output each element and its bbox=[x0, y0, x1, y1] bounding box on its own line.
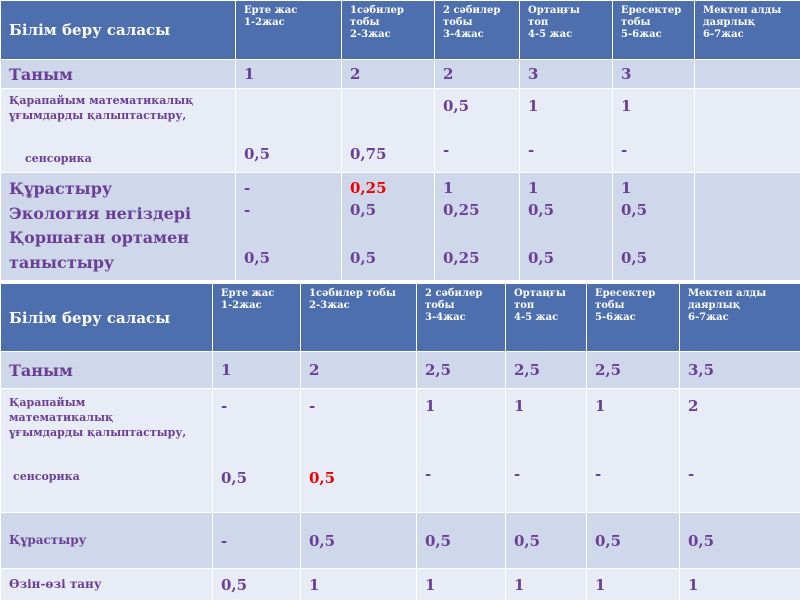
table-2-header-row: Білім беру саласы Ерте жас 1-2жас 1сәбил… bbox=[1, 284, 800, 352]
cell-value: 1 - bbox=[520, 89, 613, 173]
cell-value: 3,5 bbox=[680, 352, 800, 389]
header-age-1-2: Ерте жас 1-2жас bbox=[236, 1, 342, 60]
header-age-4-5: Ортаңғы топ 4-5 жас bbox=[506, 284, 587, 352]
table-1-row-multi: Құрастыру Экология негіздері Қоршаған ор… bbox=[1, 173, 800, 281]
header-subject-area: Білім беру саласы bbox=[1, 284, 213, 352]
row-label-tanym: Таным bbox=[1, 352, 213, 389]
header-age-6-7: Мектеп алды даярлық 6-7жас bbox=[680, 284, 800, 352]
math-sublabel: сенсорика bbox=[13, 469, 80, 484]
cell-value: 0,75 bbox=[342, 89, 435, 173]
cell-value: 2,5 bbox=[417, 352, 506, 389]
cell-value: 2 - bbox=[680, 389, 800, 513]
header-age-2-3: 1сәбилер тобы 2-3жас bbox=[301, 284, 417, 352]
row-label-multi: Құрастыру Экология негіздері Қоршаған ор… bbox=[1, 173, 236, 281]
cell-value: 0,25 0,5 0,5 bbox=[342, 173, 435, 281]
cell-value: 1 bbox=[213, 352, 301, 389]
table-1-row-tanym: Таным 1 2 2 3 3 bbox=[1, 60, 800, 89]
row-label-tanym: Таным bbox=[1, 60, 236, 89]
cell-empty bbox=[695, 89, 800, 173]
table-1-row-math: Қарапайым математикалық ұғымдарды қалыпт… bbox=[1, 89, 800, 173]
header-subject-area: Білім беру саласы bbox=[1, 1, 236, 60]
math-label: Қарапайым математикалық ұғымдарды қалыпт… bbox=[9, 93, 193, 123]
table-2-row-qurastyru: Құрастыру - 0,5 0,5 0,5 0,5 0,5 bbox=[1, 513, 800, 569]
cell-value: 1 bbox=[680, 569, 800, 601]
cell-value: - 0,5 bbox=[301, 389, 417, 513]
cell-value: 0,5 bbox=[301, 513, 417, 569]
cell-value: 0,5 bbox=[506, 513, 587, 569]
cell-value: 1 - bbox=[587, 389, 680, 513]
cell-value: 2 bbox=[301, 352, 417, 389]
cell-value: 1 bbox=[417, 569, 506, 601]
cell-value: 2,5 bbox=[587, 352, 680, 389]
table-2: Білім беру саласы Ерте жас 1-2жас 1сәбил… bbox=[0, 283, 800, 601]
cell-value: 0,5 bbox=[236, 89, 342, 173]
header-age-5-6: Ересектер тобы 5-6жас bbox=[587, 284, 680, 352]
header-age-5-6: Ересектер тобы 5-6жас bbox=[613, 1, 695, 60]
cell-value: 1 0,25 0,25 bbox=[435, 173, 520, 281]
cell-value bbox=[695, 60, 800, 89]
cell-value: 1 bbox=[506, 569, 587, 601]
cell-value: - - 0,5 bbox=[236, 173, 342, 281]
header-age-2-3: 1сәбилер тобы 2-3жас bbox=[342, 1, 435, 60]
header-age-3-4: 2 сәбилер тобы 3-4жас bbox=[417, 284, 506, 352]
table-2-row-ozin: Өзін-өзі тану 0,5 1 1 1 1 1 bbox=[1, 569, 800, 601]
table-1-header-row: Білім беру саласы Ерте жас 1-2жас 1сәбил… bbox=[1, 1, 800, 60]
header-age-4-5: Ортаңғы топ 4-5 жас bbox=[520, 1, 613, 60]
row-label-math: Қарапайым математикалық ұғымдарды қалыпт… bbox=[1, 89, 236, 173]
math-label: Қарапайым математикалық ұғымдарды қалыпт… bbox=[9, 395, 186, 440]
cell-value: 3 bbox=[520, 60, 613, 89]
table-2-row-math: Қарапайым математикалық ұғымдарды қалыпт… bbox=[1, 389, 800, 513]
cell-value: 0,5 bbox=[587, 513, 680, 569]
cell-value: 1 bbox=[587, 569, 680, 601]
cell-value: 0,5 bbox=[680, 513, 800, 569]
cell-value: - bbox=[213, 513, 301, 569]
row-label-qurastyru: Құрастыру bbox=[1, 513, 213, 569]
header-age-3-4: 2 сәбилер тобы 3-4жас bbox=[435, 1, 520, 60]
header-age-6-7: Мектеп алды даярлық 6-7жас bbox=[695, 1, 800, 60]
cell-value: 1 - bbox=[506, 389, 587, 513]
cell-value: 3 bbox=[613, 60, 695, 89]
table-1: Білім беру саласы Ерте жас 1-2жас 1сәбил… bbox=[0, 0, 800, 281]
cell-value: 1 bbox=[301, 569, 417, 601]
cell-value: 2,5 bbox=[506, 352, 587, 389]
math-sublabel: сенсорика bbox=[25, 151, 92, 166]
cell-value: 0,5 bbox=[213, 569, 301, 601]
cell-value: 1 0,5 0,5 bbox=[613, 173, 695, 281]
row-label-ozin: Өзін-өзі тану bbox=[1, 569, 213, 601]
cell-value: 1 - bbox=[417, 389, 506, 513]
cell-value: - 0,5 bbox=[213, 389, 301, 513]
cell-value: 1 bbox=[236, 60, 342, 89]
cell-value: 2 bbox=[342, 60, 435, 89]
cell-value: 1 0,5 0,5 bbox=[520, 173, 613, 281]
cell-value: 0,5 - bbox=[435, 89, 520, 173]
row-label-math: Қарапайым математикалық ұғымдарды қалыпт… bbox=[1, 389, 213, 513]
cell-value: 0,5 bbox=[417, 513, 506, 569]
cell-value: 1 - bbox=[613, 89, 695, 173]
table-2-row-tanym: Таным 1 2 2,5 2,5 2,5 3,5 bbox=[1, 352, 800, 389]
cell-value: 2 bbox=[435, 60, 520, 89]
cell-empty bbox=[695, 173, 800, 281]
header-age-1-2: Ерте жас 1-2жас bbox=[213, 284, 301, 352]
